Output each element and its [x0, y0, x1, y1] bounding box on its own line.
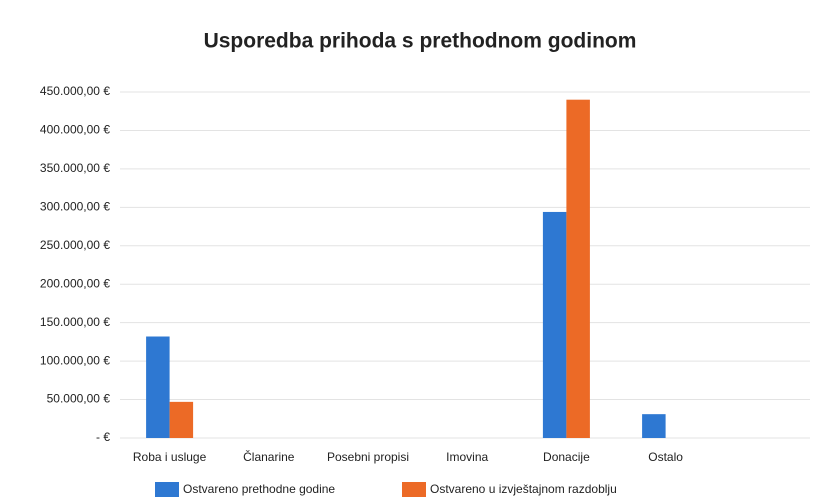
legend-label: Ostvareno u izvještajnom razdoblju: [430, 482, 617, 496]
bar: [542, 211, 567, 438]
legend-swatch: [155, 482, 179, 497]
legend-swatch: [402, 482, 426, 497]
y-tick-label: 100.000,00 €: [40, 353, 110, 367]
bar: [169, 401, 194, 438]
legend-label: Ostvareno prethodne godine: [183, 482, 335, 496]
y-tick-label: 350.000,00 €: [40, 161, 110, 175]
y-tick-label: - €: [96, 430, 110, 444]
y-tick-label: 50.000,00 €: [47, 392, 111, 406]
x-tick-label: Imovina: [446, 450, 488, 464]
y-tick-label: 450.000,00 €: [40, 84, 110, 98]
y-tick-label: 300.000,00 €: [40, 200, 110, 214]
y-tick-label: 250.000,00 €: [40, 238, 110, 252]
x-tick-label: Posebni propisi: [327, 450, 409, 464]
x-tick-label: Ostalo: [648, 450, 683, 464]
y-tick-label: 200.000,00 €: [40, 276, 110, 290]
y-tick-label: 150.000,00 €: [40, 315, 110, 329]
bar: [566, 99, 590, 438]
x-tick-label: Roba i usluge: [133, 450, 207, 464]
x-tick-label: Članarine: [243, 449, 295, 464]
chart-title: Usporedba prihoda s prethodnom godinom: [204, 30, 637, 53]
x-tick-label: Donacije: [543, 450, 590, 464]
bar: [146, 336, 170, 438]
y-tick-label: 400.000,00 €: [40, 123, 110, 137]
bar: [642, 414, 666, 438]
